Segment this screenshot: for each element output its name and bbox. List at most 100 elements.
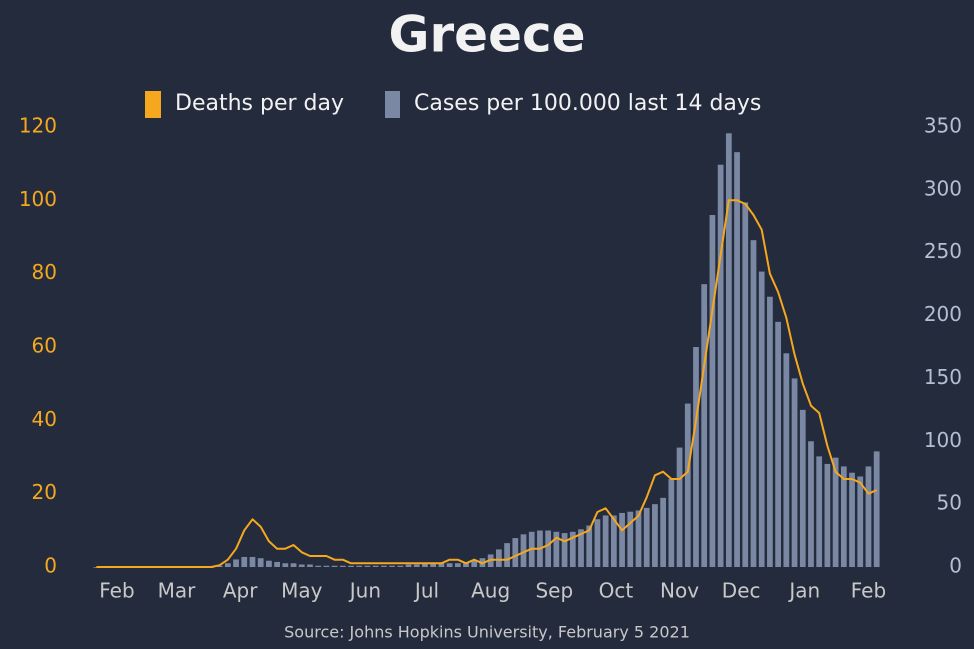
bar <box>282 563 289 567</box>
y2-tick-label: 100 <box>924 428 962 452</box>
bar <box>635 510 642 567</box>
bar <box>553 531 560 567</box>
bar <box>693 347 699 567</box>
bar <box>372 565 379 567</box>
bar <box>775 321 781 567</box>
bar <box>504 543 510 567</box>
bar <box>233 559 239 567</box>
legend-label: Cases per 100.000 last 14 days <box>414 91 761 116</box>
bar <box>216 565 223 567</box>
bar <box>791 378 798 567</box>
bar <box>323 565 330 567</box>
y2-tick-label: 50 <box>937 491 962 515</box>
bar <box>816 456 823 567</box>
bar <box>348 565 354 567</box>
bar <box>750 240 757 567</box>
x-tick-label: Nov <box>660 579 699 603</box>
bar <box>471 560 478 567</box>
bar <box>512 538 519 567</box>
bar <box>520 534 527 567</box>
bar <box>742 202 749 567</box>
bar <box>381 565 387 567</box>
bar <box>619 512 625 567</box>
bar <box>758 271 765 567</box>
bar <box>224 563 231 567</box>
bar <box>783 353 790 567</box>
y2-tick-label: 200 <box>924 302 962 326</box>
bar <box>610 515 617 567</box>
x-tick-label: Apr <box>223 579 258 603</box>
bar <box>397 565 404 567</box>
y2-tick-label: 250 <box>924 239 962 263</box>
source-note: Source: Johns Hopkins University, Februa… <box>284 623 690 642</box>
bar <box>668 479 675 567</box>
bar <box>422 563 428 567</box>
bar <box>257 558 264 567</box>
x-tick-label: Sep <box>535 579 573 603</box>
bar <box>454 563 461 567</box>
x-tick-label: Oct <box>599 579 634 603</box>
bar <box>266 560 272 567</box>
bar <box>298 564 305 567</box>
bar <box>808 441 814 567</box>
bar <box>709 215 716 567</box>
bar <box>545 530 552 567</box>
bar <box>438 563 445 567</box>
bar <box>586 525 593 567</box>
bar <box>849 472 855 567</box>
y-tick-label: 100 <box>19 187 57 211</box>
bar <box>734 152 740 567</box>
y-tick-label: 120 <box>19 114 57 138</box>
x-tick-label: Jun <box>348 579 381 603</box>
chart-title: Greece <box>388 6 585 64</box>
x-tick-label: Aug <box>471 579 510 603</box>
bar <box>643 507 650 567</box>
x-tick-label: Jan <box>787 579 820 603</box>
y2-tick-label: 150 <box>924 365 962 389</box>
bar <box>307 564 313 567</box>
y2-tick-label: 0 <box>949 554 962 578</box>
legend-swatch <box>145 91 161 118</box>
bar <box>701 284 708 567</box>
bar <box>290 563 297 567</box>
bar <box>832 457 839 567</box>
bar <box>660 497 667 567</box>
line <box>96 199 878 568</box>
bar <box>430 563 437 567</box>
bar <box>364 565 371 567</box>
x-tick-label: Dec <box>722 579 761 603</box>
bar <box>413 564 420 567</box>
bar <box>389 565 395 567</box>
bar <box>463 561 469 567</box>
bar <box>602 515 609 567</box>
bar <box>356 565 363 567</box>
bar <box>676 447 683 567</box>
bar <box>241 556 248 567</box>
bar <box>725 133 732 568</box>
y-tick-label: 40 <box>32 407 57 431</box>
y-tick-label: 80 <box>32 260 57 284</box>
x-tick-label: Feb <box>851 579 886 603</box>
x-tick-label: Mar <box>158 579 197 603</box>
legend-label: Deaths per day <box>175 91 344 116</box>
bar <box>249 556 256 567</box>
bar <box>873 451 880 567</box>
bar <box>578 529 584 567</box>
bar <box>799 409 806 567</box>
bar <box>717 164 724 567</box>
y2-tick-label: 350 <box>924 114 962 138</box>
bar <box>594 519 601 567</box>
bar <box>315 565 322 567</box>
bar <box>767 296 773 567</box>
bar <box>331 565 338 567</box>
bar <box>446 563 453 567</box>
x-tick-label: Feb <box>99 579 134 603</box>
bar <box>405 564 412 567</box>
y-tick-label: 0 <box>44 554 57 578</box>
bar <box>824 463 831 567</box>
legend-swatch <box>385 91 400 118</box>
bar <box>857 476 864 567</box>
bar <box>495 549 502 567</box>
